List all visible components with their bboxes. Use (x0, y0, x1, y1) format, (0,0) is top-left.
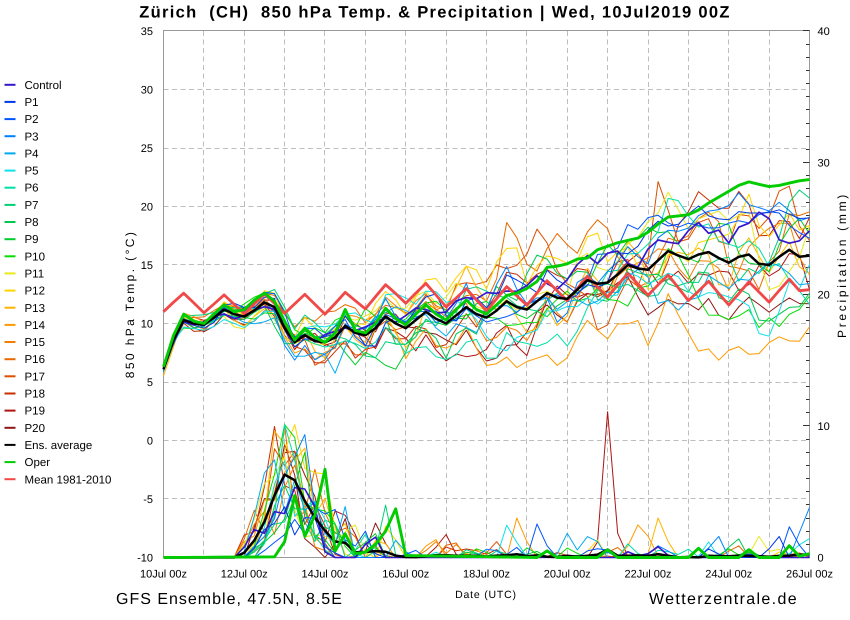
svg-text:P11: P11 (25, 268, 45, 280)
svg-text:30: 30 (818, 158, 830, 170)
svg-text:P14: P14 (25, 320, 46, 332)
svg-text:16Jul 00z: 16Jul 00z (382, 569, 429, 581)
svg-text:850 hPa Temp. (°C): 850 hPa Temp. (°C) (123, 230, 137, 379)
svg-text:0: 0 (147, 436, 153, 448)
svg-text:P7: P7 (25, 200, 39, 212)
svg-text:5: 5 (147, 377, 153, 389)
svg-text:P10: P10 (25, 251, 45, 263)
svg-text:Date (UTC): Date (UTC) (455, 589, 517, 601)
svg-text:P13: P13 (25, 303, 45, 315)
svg-text:GFS Ensemble, 47.5N, 8.5E: GFS Ensemble, 47.5N, 8.5E (116, 591, 343, 608)
svg-text:25: 25 (141, 143, 153, 155)
svg-text:P18: P18 (25, 389, 45, 401)
svg-text:Precipitation (mm): Precipitation (mm) (835, 192, 849, 338)
svg-text:15: 15 (141, 260, 153, 272)
svg-text:P20: P20 (25, 423, 45, 435)
svg-text:P19: P19 (25, 406, 45, 418)
svg-text:20: 20 (818, 289, 830, 301)
svg-text:P5: P5 (25, 166, 39, 178)
svg-text:Wetterzentrale.de: Wetterzentrale.de (649, 591, 798, 608)
svg-text:P9: P9 (25, 234, 39, 246)
svg-text:12Jul 00z: 12Jul 00z (221, 569, 268, 581)
svg-text:30: 30 (141, 85, 153, 97)
svg-text:Zürich (CH) 850 hPa Temp. &: Zürich (CH) 850 hPa Temp. & Precipitatio… (139, 4, 731, 22)
svg-text:-10: -10 (137, 553, 153, 565)
svg-text:Ens. average: Ens. average (25, 440, 93, 452)
svg-text:P3: P3 (25, 131, 39, 143)
svg-text:P4: P4 (25, 148, 40, 160)
svg-text:P12: P12 (25, 286, 45, 298)
svg-text:P15: P15 (25, 337, 45, 349)
svg-text:14Jul 00z: 14Jul 00z (301, 569, 348, 581)
svg-text:P16: P16 (25, 354, 45, 366)
svg-text:10: 10 (818, 421, 830, 433)
svg-text:-5: -5 (143, 494, 153, 506)
svg-text:P2: P2 (25, 114, 39, 126)
svg-text:35: 35 (141, 26, 153, 38)
svg-text:0: 0 (818, 553, 824, 565)
svg-text:20: 20 (141, 202, 153, 214)
svg-text:10: 10 (141, 319, 153, 331)
svg-text:Control: Control (25, 80, 62, 92)
svg-text:P17: P17 (25, 371, 45, 383)
svg-text:40: 40 (818, 26, 830, 38)
svg-text:18Jul 00z: 18Jul 00z (463, 569, 510, 581)
svg-text:20Jul 00z: 20Jul 00z (544, 569, 591, 581)
svg-text:22Jul 00z: 22Jul 00z (624, 569, 671, 581)
svg-text:P6: P6 (25, 183, 39, 195)
svg-text:24Jul 00z: 24Jul 00z (705, 569, 752, 581)
svg-text:P1: P1 (25, 97, 39, 109)
svg-text:10Jul 00z: 10Jul 00z (140, 569, 187, 581)
svg-text:P8: P8 (25, 217, 39, 229)
svg-text:Mean 1981-2010: Mean 1981-2010 (25, 474, 112, 486)
svg-text:26Jul 00z: 26Jul 00z (786, 569, 833, 581)
svg-text:Oper: Oper (25, 457, 51, 469)
